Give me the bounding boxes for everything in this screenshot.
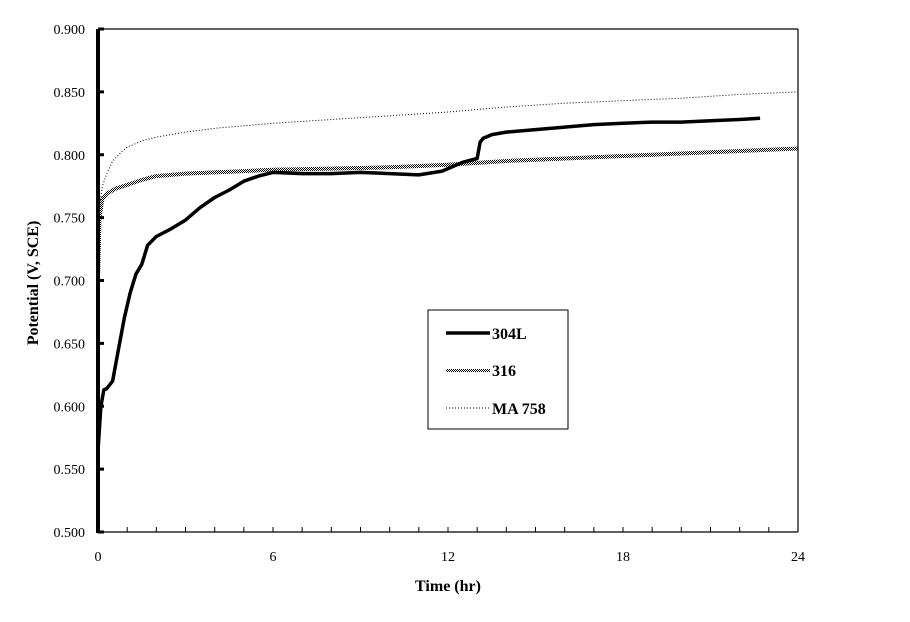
y-tick-label: 0.500 (54, 526, 86, 541)
y-tick-label: 0.850 (54, 86, 86, 101)
legend-item-316: 316 (446, 363, 516, 380)
x-axis-ticks: 0 6 12 18 24 (95, 527, 805, 565)
legend-label: 304L (492, 326, 527, 343)
y-tick-label: 0.800 (54, 149, 86, 164)
y-tick-label: 0.600 (54, 400, 86, 415)
legend-item-304L: 304L (446, 326, 527, 343)
x-tick-label: 12 (441, 550, 455, 565)
y-tick-label: 0.900 (54, 23, 86, 38)
legend-label: MA 758 (492, 401, 546, 418)
x-tick-label: 18 (616, 550, 630, 565)
y-tick-label: 0.650 (54, 337, 86, 352)
series-line-ma758 (97, 91, 799, 287)
x-tick-label: 0 (95, 550, 102, 565)
legend: 304L 316 MA 758 (427, 309, 569, 430)
plot-area (96, 28, 799, 533)
y-tick-label: 0.700 (54, 275, 86, 290)
series-layer (96, 91, 799, 451)
x-tick-label: 24 (791, 550, 805, 565)
series-line-316 (96, 146, 799, 281)
x-tick-label: 6 (270, 550, 277, 565)
series-line-304l (96, 116, 761, 451)
y-axis-title: Potential (V, SCE) (25, 221, 42, 346)
y-tick-label: 0.550 (54, 463, 86, 478)
legend-label: 316 (492, 363, 516, 380)
y-tick-label: 0.750 (54, 212, 86, 227)
x-axis-title: Time (hr) (415, 578, 481, 595)
legend-item-ma758: MA 758 (446, 401, 546, 418)
legend-swatch-316 (446, 369, 490, 372)
y-axis-ticks: 0.500 0.550 0.600 0.650 0.700 0.750 0.800 0.850… (54, 23, 104, 541)
